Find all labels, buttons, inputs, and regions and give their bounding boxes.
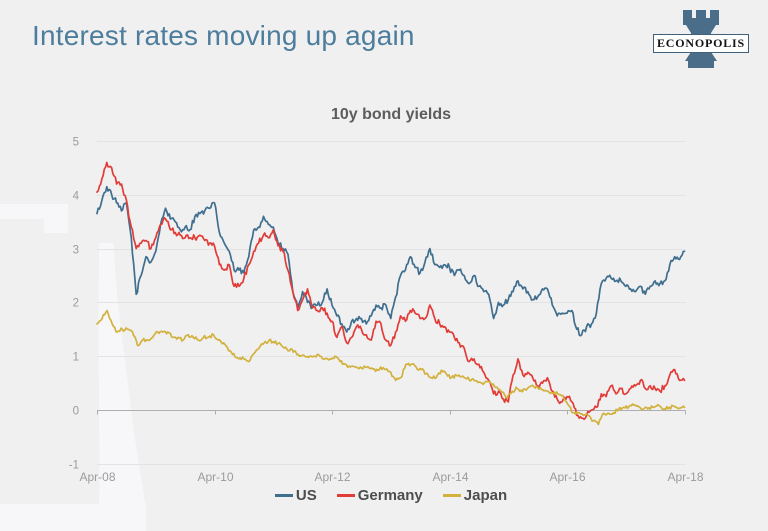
legend-item-japan: Japan	[442, 487, 508, 504]
logo-wordmark: ECONOPOLIS	[653, 34, 749, 53]
y-tick-label: 5	[73, 137, 79, 149]
gridlines	[97, 141, 686, 465]
legend-item-us: US	[274, 487, 317, 504]
chart-legend: US Germany Japan	[97, 487, 685, 504]
x-tick-label: Apr-12	[314, 470, 350, 484]
y-tick-label: -1	[69, 460, 79, 472]
x-tick-label: Apr-10	[197, 470, 233, 484]
y-tick-label: 1	[73, 352, 79, 364]
page-title: Interest rates moving up again	[32, 20, 415, 51]
us-yield-line	[96, 185, 686, 337]
japan-yield-line	[96, 309, 686, 426]
econopolis-logo: ECONOPOLIS	[653, 6, 749, 68]
us-line-swatch	[274, 494, 293, 497]
germany-yield-line	[96, 161, 686, 421]
legend-item-germany: Germany	[336, 487, 423, 504]
x-tick-label: Apr-14	[432, 470, 468, 484]
y-tick-label: 4	[73, 191, 80, 203]
y-tick-label: 2	[73, 298, 79, 310]
x-tick-label: Apr-08	[79, 470, 115, 484]
legend-label-germany: Germany	[357, 487, 423, 504]
y-tick-label: 3	[73, 245, 79, 257]
legend-label-us: US	[295, 487, 317, 504]
germany-line-swatch	[336, 494, 355, 497]
x-tick-label: Apr-18	[667, 470, 703, 484]
y-tick-label: 0	[73, 406, 79, 418]
japan-line-swatch	[442, 494, 461, 497]
x-tick-label: Apr-16	[549, 470, 585, 484]
legend-label-japan: Japan	[463, 487, 508, 504]
chart-title: 10y bond yields	[330, 106, 452, 123]
